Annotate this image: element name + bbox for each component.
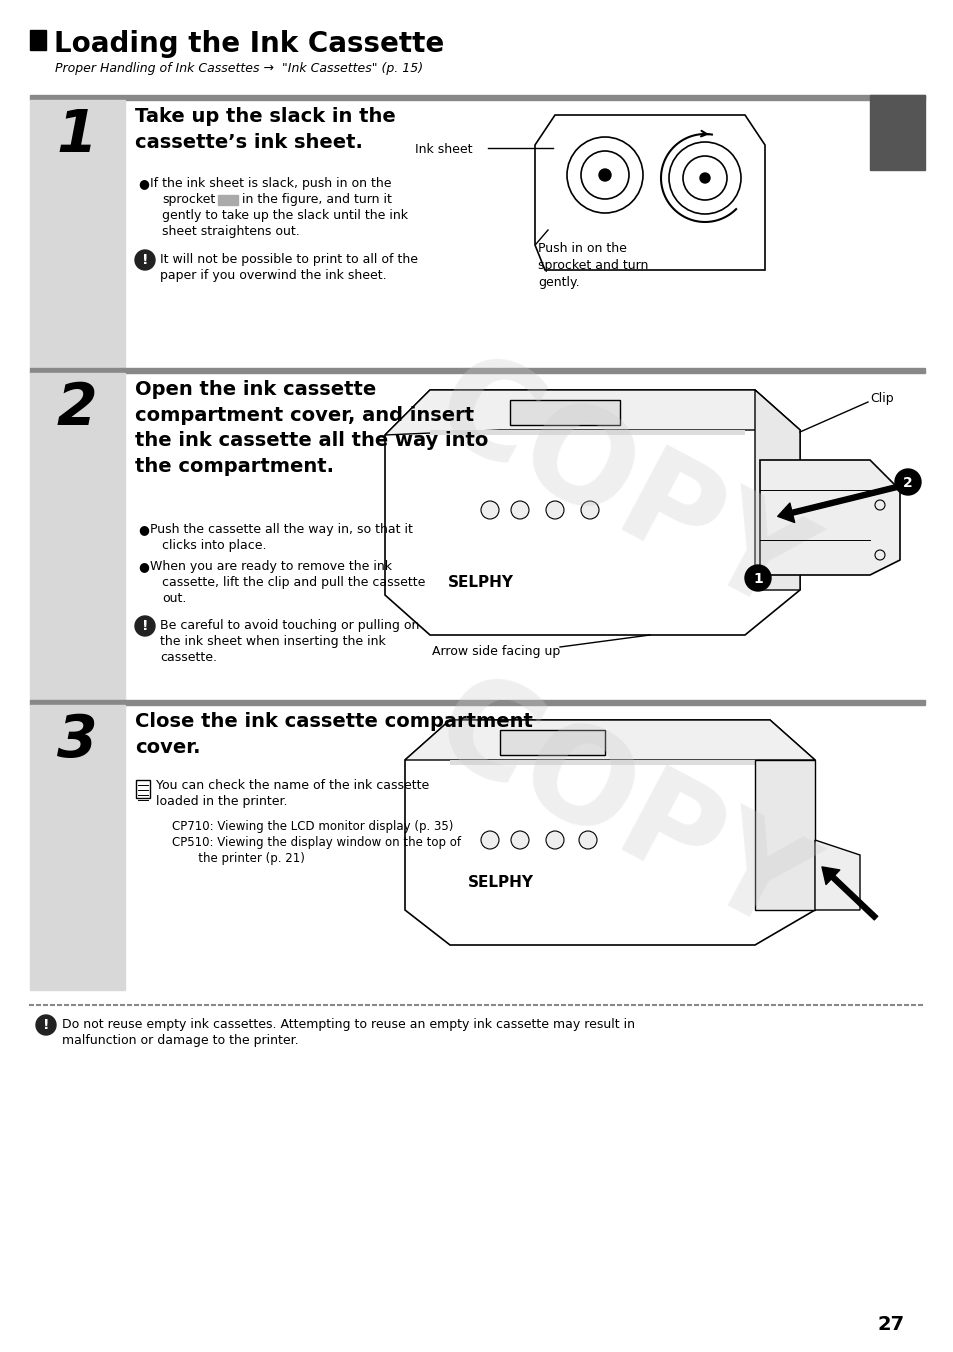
Circle shape bbox=[511, 831, 529, 849]
Text: cassette.: cassette. bbox=[160, 652, 216, 664]
Text: Proper Handling of Ink Cassettes →  "Ink Cassettes" (p. 15): Proper Handling of Ink Cassettes → "Ink … bbox=[55, 62, 423, 74]
Text: 1: 1 bbox=[56, 107, 97, 164]
Text: SELPHY: SELPHY bbox=[448, 575, 514, 589]
Text: It will not be possible to print to all of the: It will not be possible to print to all … bbox=[160, 253, 417, 266]
Text: the printer (p. 21): the printer (p. 21) bbox=[172, 852, 305, 865]
Text: Close the ink cassette compartment
cover.: Close the ink cassette compartment cover… bbox=[135, 713, 533, 757]
Polygon shape bbox=[385, 389, 800, 435]
Bar bbox=[30, 95, 924, 100]
Text: SELPHY: SELPHY bbox=[468, 875, 534, 890]
Text: Loading the Ink Cassette: Loading the Ink Cassette bbox=[54, 30, 444, 58]
Text: ●: ● bbox=[138, 523, 149, 535]
Circle shape bbox=[744, 565, 770, 591]
Text: Ink sheet: Ink sheet bbox=[415, 143, 472, 155]
Circle shape bbox=[36, 1015, 56, 1036]
Circle shape bbox=[480, 502, 498, 519]
Text: COPY: COPY bbox=[413, 339, 826, 641]
Text: If the ink sheet is slack, push in on the: If the ink sheet is slack, push in on th… bbox=[150, 177, 391, 191]
Circle shape bbox=[480, 831, 498, 849]
Text: !: ! bbox=[43, 1018, 50, 1032]
Polygon shape bbox=[754, 760, 814, 910]
Text: You can check the name of the ink cassette: You can check the name of the ink casset… bbox=[156, 779, 429, 792]
Circle shape bbox=[894, 469, 920, 495]
Text: ●: ● bbox=[138, 560, 149, 573]
Circle shape bbox=[545, 831, 563, 849]
Bar bbox=[30, 704, 125, 990]
Text: ●: ● bbox=[138, 177, 149, 191]
Bar bbox=[450, 760, 760, 765]
Circle shape bbox=[580, 502, 598, 519]
Polygon shape bbox=[754, 389, 800, 589]
Text: COPY: COPY bbox=[413, 660, 826, 960]
Bar bbox=[30, 373, 125, 700]
Circle shape bbox=[598, 169, 610, 181]
Text: Be careful to avoid touching or pulling on: Be careful to avoid touching or pulling … bbox=[160, 619, 419, 631]
Circle shape bbox=[700, 173, 709, 183]
Text: !: ! bbox=[142, 619, 148, 633]
Text: Do not reuse empty ink cassettes. Attempting to reuse an empty ink cassette may : Do not reuse empty ink cassettes. Attemp… bbox=[62, 1018, 635, 1032]
Text: !: ! bbox=[142, 253, 148, 266]
Text: loaded in the printer.: loaded in the printer. bbox=[156, 795, 287, 808]
Text: clicks into place.: clicks into place. bbox=[162, 539, 266, 552]
Text: Push the cassette all the way in, so that it: Push the cassette all the way in, so tha… bbox=[150, 523, 413, 535]
Polygon shape bbox=[814, 840, 859, 910]
Circle shape bbox=[135, 250, 154, 270]
Bar bbox=[30, 368, 924, 373]
Text: Open the ink cassette
compartment cover, and insert
the ink cassette all the way: Open the ink cassette compartment cover,… bbox=[135, 380, 488, 476]
Text: 2: 2 bbox=[56, 380, 97, 437]
Text: out.: out. bbox=[162, 592, 186, 604]
Text: Push in on the
sprocket and turn
gently.: Push in on the sprocket and turn gently. bbox=[537, 242, 648, 289]
Text: in the figure, and turn it: in the figure, and turn it bbox=[242, 193, 392, 206]
Text: 1: 1 bbox=[752, 572, 762, 585]
Text: 27: 27 bbox=[877, 1315, 904, 1334]
Circle shape bbox=[578, 831, 597, 849]
Circle shape bbox=[511, 502, 529, 519]
Bar bbox=[30, 100, 125, 368]
Circle shape bbox=[545, 502, 563, 519]
Polygon shape bbox=[385, 389, 800, 635]
Text: Arrow side facing up: Arrow side facing up bbox=[432, 645, 559, 658]
Polygon shape bbox=[760, 460, 899, 575]
Bar bbox=[136, 780, 150, 798]
Text: sprocket: sprocket bbox=[162, 193, 215, 206]
Text: malfunction or damage to the printer.: malfunction or damage to the printer. bbox=[62, 1034, 298, 1046]
Text: Take up the slack in the
cassette’s ink sheet.: Take up the slack in the cassette’s ink … bbox=[135, 107, 395, 151]
Circle shape bbox=[135, 617, 154, 635]
Text: the ink sheet when inserting the ink: the ink sheet when inserting the ink bbox=[160, 635, 385, 648]
Bar bbox=[30, 700, 924, 704]
Polygon shape bbox=[405, 721, 814, 760]
Text: When you are ready to remove the ink: When you are ready to remove the ink bbox=[150, 560, 392, 573]
Bar bbox=[30, 30, 46, 50]
Bar bbox=[499, 730, 604, 754]
Text: 2: 2 bbox=[902, 476, 912, 489]
Text: cassette, lift the clip and pull the cassette: cassette, lift the clip and pull the cas… bbox=[162, 576, 425, 589]
Text: 3: 3 bbox=[56, 713, 97, 769]
Text: gently to take up the slack until the ink: gently to take up the slack until the in… bbox=[162, 210, 408, 222]
Text: paper if you overwind the ink sheet.: paper if you overwind the ink sheet. bbox=[160, 269, 386, 283]
Text: CP710: Viewing the LCD monitor display (p. 35): CP710: Viewing the LCD monitor display (… bbox=[172, 821, 453, 833]
Bar bbox=[430, 430, 744, 435]
Text: CP510: Viewing the display window on the top of: CP510: Viewing the display window on the… bbox=[172, 836, 460, 849]
Bar bbox=[510, 400, 619, 425]
Polygon shape bbox=[405, 721, 814, 945]
Bar bbox=[869, 95, 924, 170]
Text: Clip: Clip bbox=[869, 392, 893, 406]
Text: sheet straightens out.: sheet straightens out. bbox=[162, 224, 299, 238]
Bar bbox=[218, 195, 237, 206]
